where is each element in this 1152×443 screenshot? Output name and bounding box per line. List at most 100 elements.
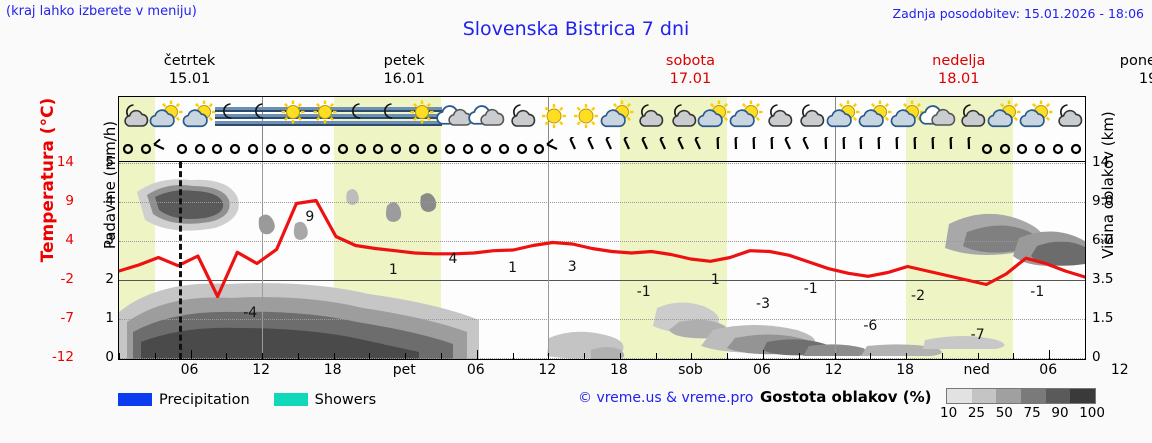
- axis-tick: [834, 353, 836, 359]
- axis-tick: [548, 353, 550, 359]
- calm-wind-icon: [301, 143, 312, 155]
- temperature-tick: 4: [65, 232, 74, 248]
- wind-barb-band: [119, 137, 1085, 162]
- calm-wind-icon: [194, 143, 205, 155]
- wind-barb-icon: [569, 137, 577, 150]
- axis-tick: [977, 353, 979, 359]
- sun-cloud-icon: [1019, 100, 1053, 128]
- axis-tick: [1049, 350, 1051, 359]
- sun-icon: [573, 104, 598, 128]
- location-menu-note[interactable]: (kraj lahko izberete v meniju): [6, 4, 197, 19]
- wind-barb-icon: [949, 137, 954, 150]
- day-name: nedelja: [932, 53, 986, 69]
- sun-cloud-icon: [987, 100, 1020, 128]
- copyright-link[interactable]: © vreme.us & vreme.pro: [578, 390, 754, 406]
- moon-cloud-icon: [961, 104, 986, 127]
- sun-icon: [541, 104, 566, 128]
- wind-barb-icon: [895, 137, 900, 150]
- precipitation-swatch: [118, 393, 152, 406]
- cloud-density-swatch: [947, 389, 972, 403]
- temperature-point-label: -2: [911, 288, 926, 304]
- wind-barb-icon: [859, 137, 864, 150]
- day-date: 17.01: [669, 71, 712, 87]
- cloud-density-swatch: [996, 389, 1022, 403]
- day-name: sobota: [665, 53, 715, 69]
- x-axis-label: ned: [963, 362, 990, 378]
- day-header-3: sobota 17.01: [547, 52, 833, 88]
- calm-wind-icon: [1017, 143, 1028, 155]
- precipitation-tick: 4: [105, 193, 114, 209]
- moon-rain-icon: [343, 103, 378, 126]
- cloud-density-legend-title: Gostota oblakov (%): [760, 388, 932, 406]
- temperature-point-label: -1: [1030, 283, 1045, 300]
- temperature-point-label: 1: [388, 261, 398, 278]
- axis-tick: [798, 353, 800, 359]
- calm-wind-icon: [426, 143, 438, 155]
- day-date: 18.01: [938, 71, 980, 87]
- calm-wind-icon: [212, 143, 223, 155]
- sun-rain-icon: [407, 100, 442, 126]
- precipitation-axis-title: Padavine (mm/h): [101, 120, 119, 250]
- calm-wind-icon: [319, 143, 330, 155]
- temperature-point-label: -1: [636, 284, 651, 301]
- x-axis-label: 12: [824, 362, 843, 378]
- day-header-5: ponedeljek 19.01: [1120, 52, 1152, 88]
- day-separator: [548, 162, 550, 359]
- x-axis-label: pet: [392, 362, 416, 378]
- x-axis-label: 18: [609, 362, 628, 378]
- calm-wind-icon: [462, 143, 473, 155]
- calm-wind-icon: [1053, 143, 1064, 155]
- moon-cloud-icon: [124, 104, 149, 127]
- day-name: petek: [383, 53, 425, 69]
- wind-barb-icon: [802, 137, 809, 150]
- wind-barb-icon: [877, 137, 882, 150]
- cloud-density-tick: 50: [995, 405, 1013, 421]
- cloud-density-scale-labels: 10 25 50 75 90 100: [940, 405, 1105, 421]
- calm-wind-icon: [534, 143, 545, 155]
- cloud-height-tick: 14: [1092, 154, 1110, 170]
- wind-barb-icon: [587, 137, 595, 150]
- x-axis-label: 12: [538, 362, 557, 378]
- sun-cloud-icon: [729, 100, 763, 128]
- cloud-density-swatch: [1021, 389, 1046, 403]
- axis-tick: [262, 353, 264, 359]
- cloud-icon: [468, 105, 505, 126]
- day-name: četrtek: [163, 53, 216, 69]
- showers-legend-label: Showers: [314, 391, 377, 408]
- axis-tick: [476, 350, 478, 359]
- grid-line: [119, 358, 1085, 359]
- temperature-curve: [119, 198, 1085, 299]
- x-axis-label: 06: [180, 362, 199, 378]
- cloud-height-tick: 3.5: [1092, 271, 1114, 287]
- calm-wind-icon: [283, 143, 295, 155]
- temperature-point-label: -7: [970, 327, 985, 343]
- x-axis-label: 12: [252, 362, 271, 378]
- temperature-point-label: 1: [710, 272, 720, 289]
- axis-tick: [226, 353, 228, 359]
- wind-barb-icon: [734, 137, 739, 150]
- cloud-density-swatch: [971, 389, 997, 403]
- temperature-tick: 9: [65, 193, 74, 209]
- cloud-height-tick: 1.5: [1092, 310, 1114, 326]
- axis-tick: [190, 350, 192, 359]
- moon-cloud-icon: [768, 104, 793, 127]
- calm-wind-icon: [1070, 143, 1082, 155]
- precipitation-legend-label: Precipitation: [159, 391, 250, 408]
- calm-wind-icon: [248, 143, 259, 155]
- axis-tick: [941, 353, 943, 359]
- wind-barb-icon: [716, 137, 721, 150]
- axis-tick: [584, 353, 586, 359]
- cloud-density-swatch: [1070, 389, 1096, 403]
- x-axis-label: sob: [678, 362, 703, 378]
- sun-cloud-icon: [890, 100, 924, 128]
- cloud-density-tick: 75: [1023, 405, 1041, 421]
- cloud-density-tick: 90: [1051, 405, 1069, 421]
- sun-cloud-icon: [697, 100, 731, 128]
- sun-cloud-icon: [600, 100, 634, 128]
- temperature-tick: 14: [56, 154, 74, 170]
- day-date: 19.01: [1138, 71, 1152, 87]
- moon-cloud-icon: [800, 104, 825, 127]
- moon-cloud-icon: [510, 104, 535, 127]
- axis-tick: [870, 353, 872, 359]
- temperature-point-label: -6: [863, 318, 878, 334]
